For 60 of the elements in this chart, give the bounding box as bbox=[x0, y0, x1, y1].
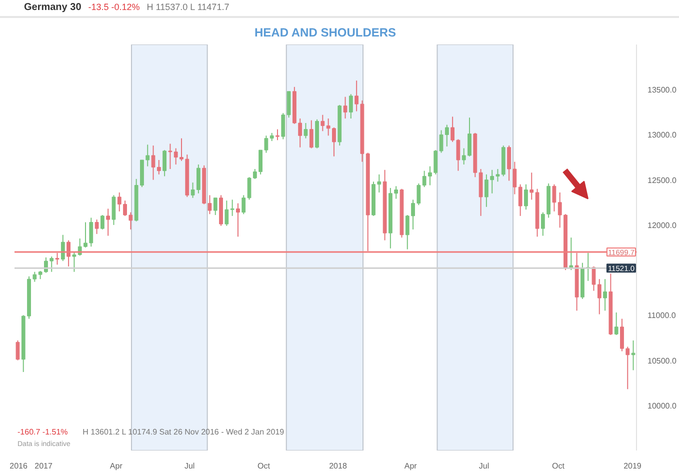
candlestick bbox=[524, 184, 528, 210]
candlestick bbox=[462, 148, 466, 165]
candlestick bbox=[304, 122, 308, 139]
text: H 11537.0 L 11471.7 bbox=[146, 2, 230, 12]
candlestick bbox=[552, 184, 556, 212]
x-tick-label: Jul bbox=[184, 462, 195, 470]
y-tick-label: 12000.0 bbox=[648, 220, 677, 230]
candlestick bbox=[224, 200, 229, 226]
candlestick bbox=[348, 94, 353, 119]
y-tick-label: 13500.0 bbox=[648, 86, 677, 95]
y-tick-label: 10500.0 bbox=[648, 356, 677, 366]
x-tick-label: 2019 bbox=[624, 462, 642, 470]
candlestick bbox=[72, 252, 76, 272]
y-tick-label: 11000.0 bbox=[648, 311, 676, 320]
candlestick bbox=[32, 271, 37, 282]
text: Germany 30 bbox=[24, 2, 82, 13]
candlestick bbox=[112, 194, 116, 226]
y-tick-label: 10000.0 bbox=[648, 401, 677, 410]
text: -13.5 -0.12% bbox=[88, 2, 140, 12]
candlestick bbox=[100, 214, 104, 230]
x-tick-label: Apr bbox=[110, 462, 123, 470]
candlestick bbox=[309, 120, 314, 149]
candlestick bbox=[156, 159, 161, 175]
candlestick bbox=[50, 256, 54, 272]
candlestick bbox=[60, 234, 65, 262]
candlestick bbox=[94, 219, 99, 234]
x-tick-label: Apr bbox=[404, 462, 418, 470]
candlestick bbox=[44, 256, 48, 274]
candlestick bbox=[213, 197, 218, 216]
candlestick bbox=[468, 117, 472, 157]
candlestick bbox=[631, 340, 636, 371]
annotation: H 13601.2 L 10174.9 Sat 26 Nov 2016 - Wed 2 Jan 2019 bbox=[82, 427, 285, 436]
candlestick bbox=[16, 340, 20, 361]
candlestick bbox=[518, 184, 522, 216]
candlestick bbox=[162, 150, 166, 177]
candlestick bbox=[106, 208, 110, 236]
candlestick bbox=[236, 202, 240, 238]
y-tick-label: 12500.0 bbox=[648, 176, 677, 185]
candlestick bbox=[343, 96, 348, 119]
x-tick-label: Jul bbox=[478, 462, 490, 470]
annotation: -160.7 -1.51% bbox=[18, 427, 68, 436]
candlestick bbox=[168, 143, 172, 170]
x-tick-label: Oct bbox=[258, 462, 271, 470]
candlestick bbox=[276, 128, 280, 141]
candlestick bbox=[530, 172, 534, 200]
candlestick bbox=[230, 199, 234, 216]
x-tick-label: 2016 bbox=[10, 462, 28, 470]
x-tick-label: 2017 bbox=[34, 462, 53, 470]
candlestick bbox=[614, 312, 618, 336]
candlestick bbox=[320, 114, 325, 132]
candlestick bbox=[405, 214, 410, 250]
x-tick-label: 2018 bbox=[329, 462, 348, 470]
candlestick bbox=[298, 118, 302, 148]
x-tick-label: Oct bbox=[552, 462, 566, 470]
y-tick-label: 13000.0 bbox=[648, 130, 677, 140]
chart-title: HEAD AND SHOULDERS bbox=[254, 26, 396, 40]
candlestick bbox=[286, 90, 291, 118]
candlestick bbox=[151, 145, 156, 180]
candlestick bbox=[281, 112, 286, 140]
candlestick bbox=[603, 278, 607, 312]
